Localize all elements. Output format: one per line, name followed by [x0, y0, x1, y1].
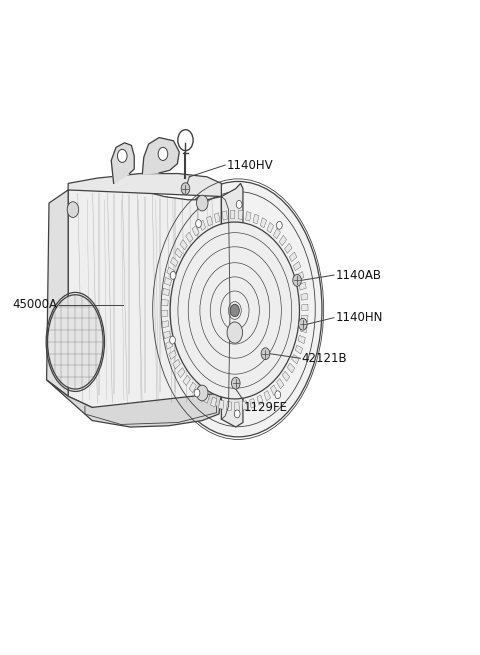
Polygon shape [273, 229, 280, 239]
Polygon shape [163, 331, 170, 339]
Polygon shape [173, 359, 180, 369]
Polygon shape [279, 235, 287, 246]
Polygon shape [257, 395, 263, 405]
Polygon shape [264, 390, 271, 401]
Circle shape [169, 336, 175, 344]
Circle shape [118, 149, 127, 162]
Polygon shape [68, 174, 221, 196]
Polygon shape [162, 299, 168, 306]
Polygon shape [267, 223, 274, 233]
Circle shape [158, 147, 168, 160]
Polygon shape [301, 293, 308, 300]
Ellipse shape [48, 295, 103, 389]
Circle shape [276, 221, 282, 229]
Polygon shape [162, 310, 168, 316]
Circle shape [227, 322, 242, 343]
Polygon shape [298, 335, 305, 344]
Polygon shape [180, 240, 187, 250]
Circle shape [231, 377, 240, 389]
Circle shape [275, 391, 281, 399]
Polygon shape [235, 402, 240, 411]
Polygon shape [250, 398, 255, 408]
Circle shape [230, 305, 240, 316]
Polygon shape [276, 379, 284, 389]
Polygon shape [203, 393, 209, 403]
Circle shape [194, 389, 200, 397]
Polygon shape [189, 382, 196, 392]
Polygon shape [230, 210, 235, 219]
Polygon shape [163, 288, 169, 295]
Circle shape [299, 318, 307, 330]
Circle shape [67, 202, 79, 217]
Polygon shape [196, 388, 203, 398]
Polygon shape [47, 190, 68, 396]
Circle shape [170, 271, 176, 279]
Text: 1140HV: 1140HV [226, 159, 273, 172]
Polygon shape [295, 345, 303, 354]
Polygon shape [300, 326, 307, 333]
Polygon shape [253, 214, 259, 224]
Polygon shape [221, 183, 243, 427]
Polygon shape [47, 380, 221, 427]
Polygon shape [242, 401, 248, 410]
Circle shape [196, 219, 202, 227]
Circle shape [181, 183, 190, 195]
Polygon shape [289, 252, 297, 262]
Polygon shape [301, 315, 308, 322]
Circle shape [67, 365, 79, 381]
Polygon shape [206, 216, 213, 226]
Text: 1140HN: 1140HN [336, 311, 383, 324]
Circle shape [293, 274, 301, 286]
Polygon shape [175, 248, 182, 258]
Circle shape [234, 410, 240, 418]
Text: 1129FE: 1129FE [244, 401, 288, 414]
Polygon shape [167, 267, 174, 276]
Polygon shape [111, 143, 134, 183]
Polygon shape [211, 397, 216, 407]
Text: 1140AB: 1140AB [336, 269, 382, 282]
Circle shape [196, 385, 208, 401]
Polygon shape [178, 367, 185, 378]
Polygon shape [166, 341, 173, 349]
Polygon shape [260, 217, 266, 228]
Text: 45000A: 45000A [12, 298, 58, 311]
Polygon shape [164, 277, 171, 286]
Polygon shape [162, 321, 169, 328]
Polygon shape [291, 354, 299, 364]
Circle shape [196, 195, 208, 211]
Polygon shape [293, 261, 301, 271]
Ellipse shape [155, 181, 322, 437]
Polygon shape [287, 363, 295, 373]
Circle shape [236, 200, 242, 208]
Polygon shape [270, 385, 277, 396]
Polygon shape [199, 220, 206, 231]
Polygon shape [218, 400, 224, 409]
Polygon shape [170, 257, 178, 267]
Circle shape [261, 348, 270, 360]
Polygon shape [192, 225, 199, 236]
Polygon shape [285, 243, 292, 253]
Polygon shape [246, 212, 251, 221]
Polygon shape [222, 211, 228, 220]
Text: 42121B: 42121B [302, 352, 348, 365]
Circle shape [170, 222, 300, 399]
Polygon shape [299, 282, 306, 290]
Polygon shape [186, 232, 193, 242]
Polygon shape [214, 213, 220, 223]
Polygon shape [282, 371, 290, 381]
Polygon shape [183, 375, 191, 386]
Polygon shape [238, 210, 243, 219]
Polygon shape [143, 138, 179, 174]
Polygon shape [297, 272, 304, 280]
Polygon shape [68, 183, 221, 414]
Polygon shape [227, 402, 231, 411]
Polygon shape [302, 305, 308, 310]
Polygon shape [169, 350, 176, 360]
